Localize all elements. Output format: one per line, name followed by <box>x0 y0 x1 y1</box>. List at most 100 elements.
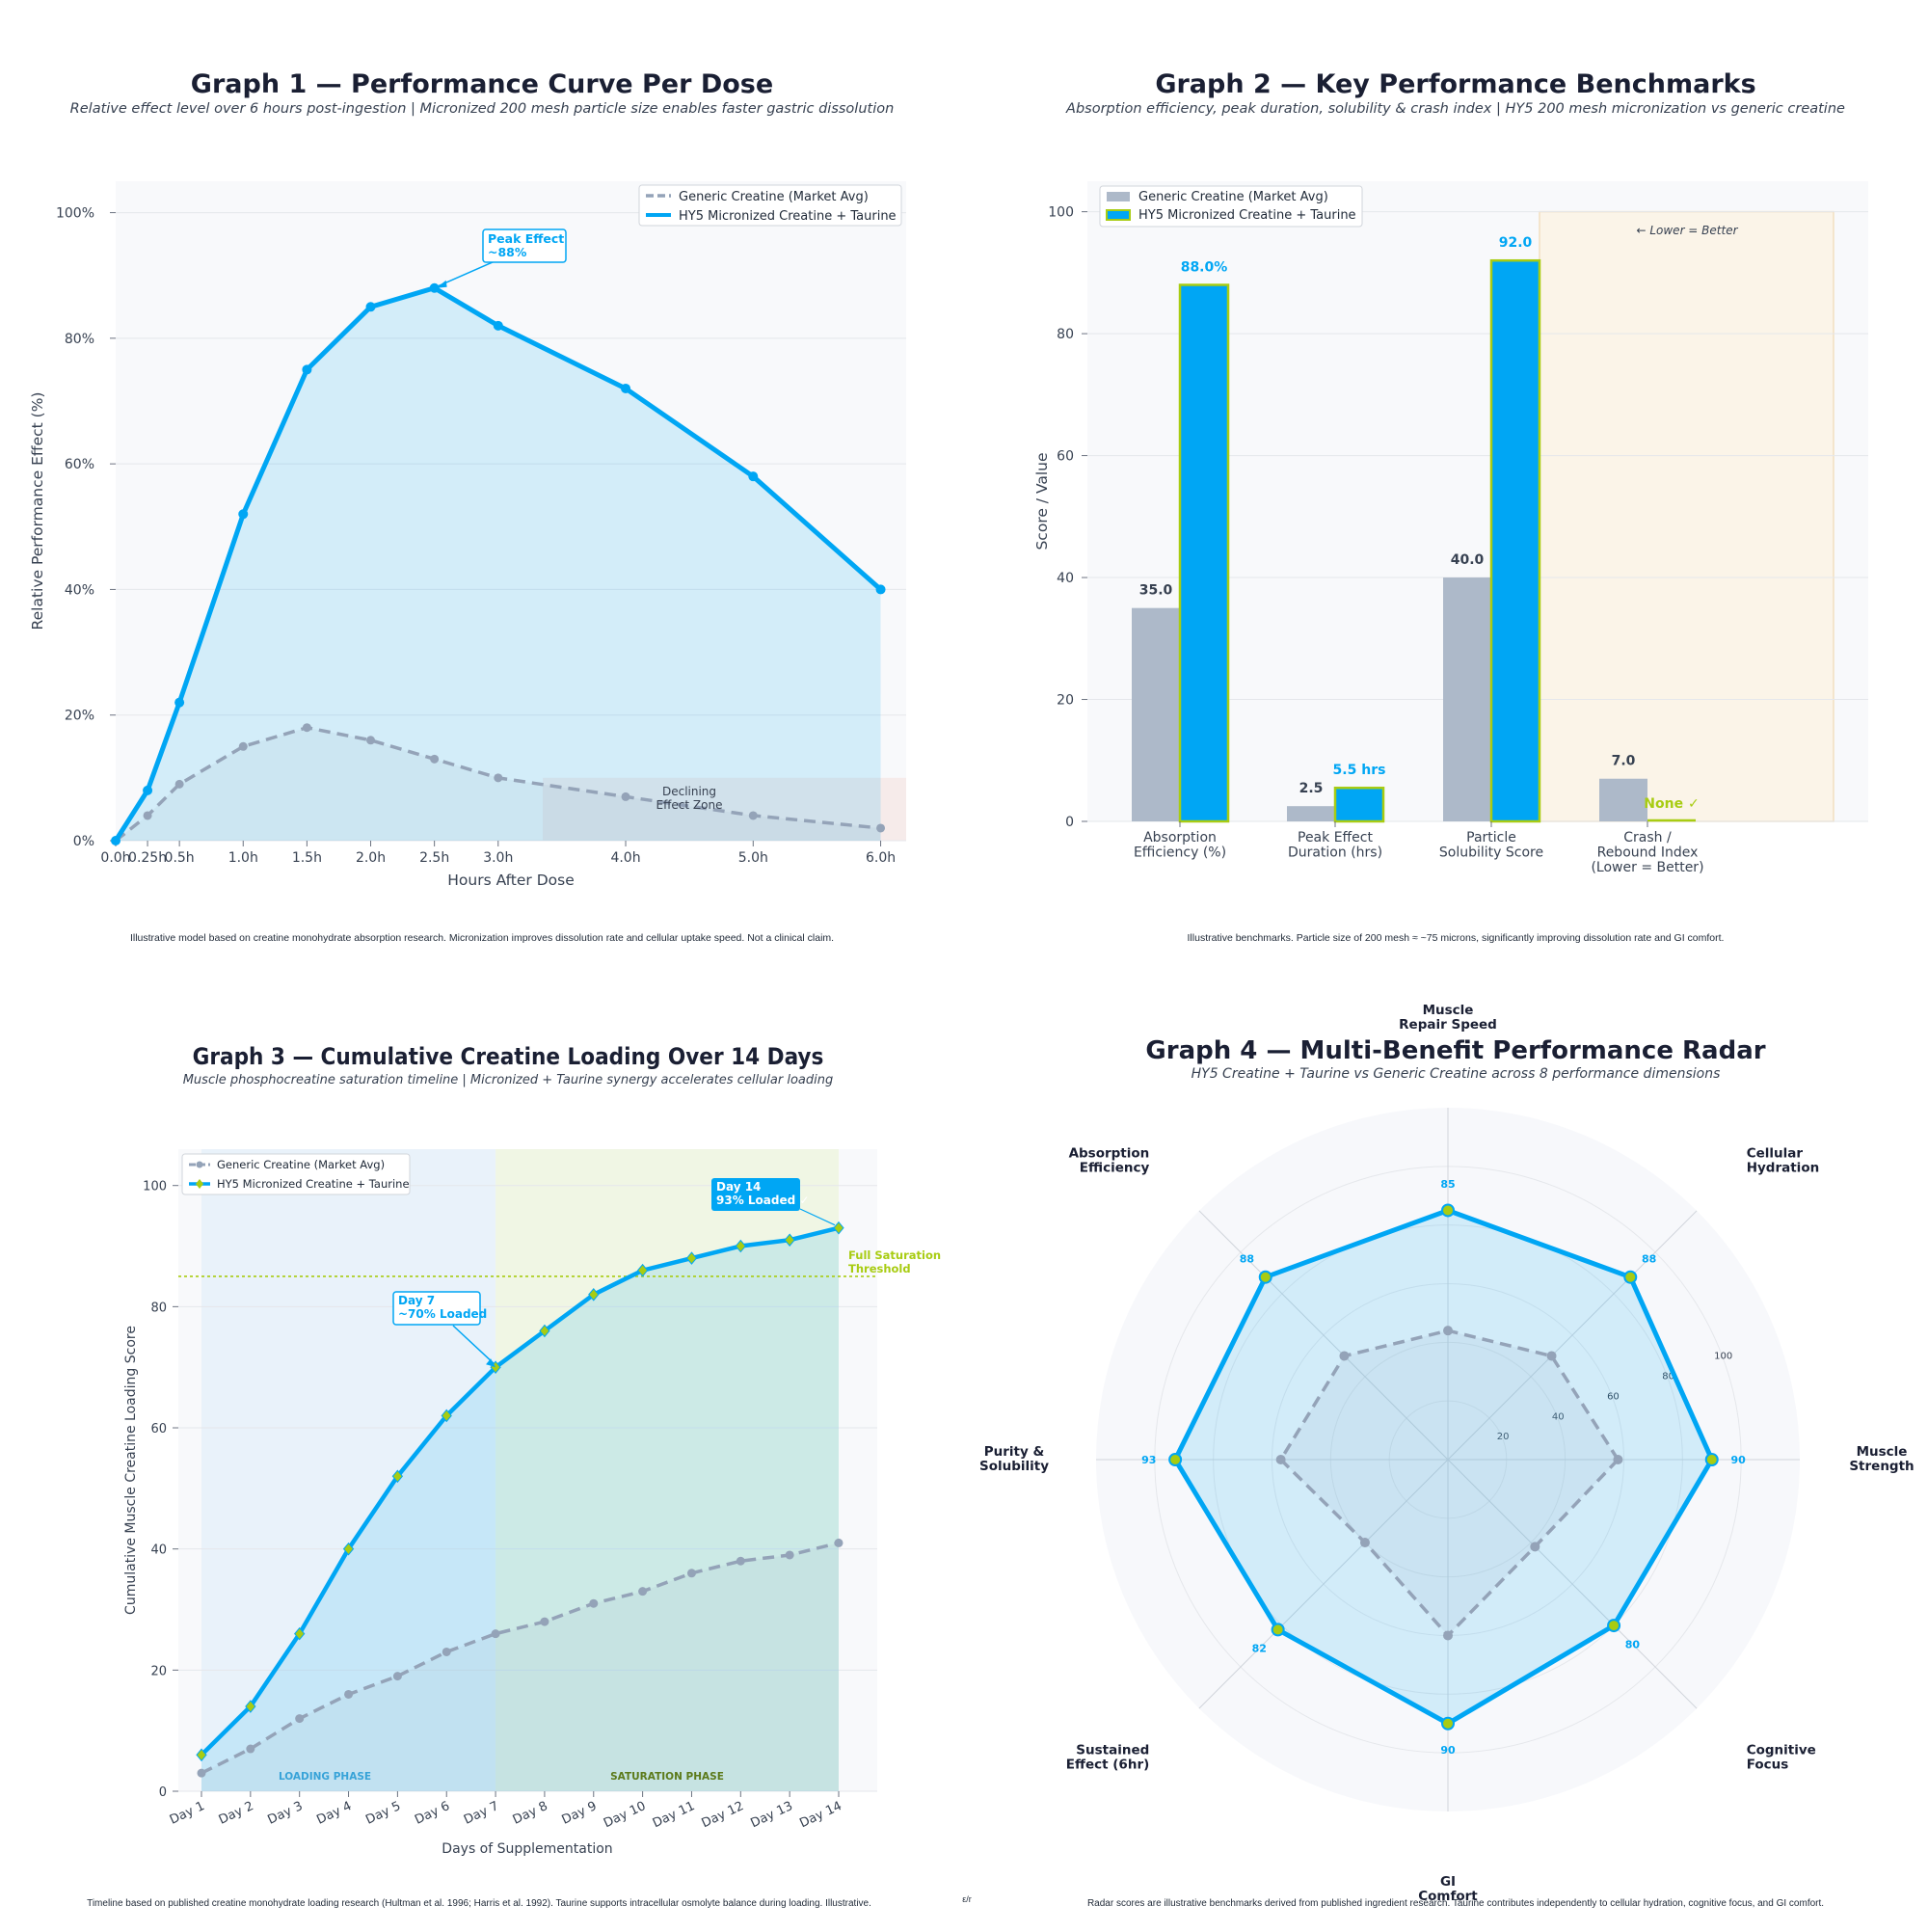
graph1-hy5-point <box>174 697 185 708</box>
footer-mark: ε/r <box>962 1894 972 1904</box>
graph1-x-tick-label: 4.0h <box>610 850 640 866</box>
graph3-x-tick-label: Day 6 <box>413 1799 452 1828</box>
graph1-y-tick-label: 40% <box>65 582 94 598</box>
graph1-legend-hy5: HY5 Micronized Creatine + Taurine <box>679 209 897 224</box>
graph4-axis-label: Efficiency <box>1080 1160 1150 1175</box>
graph1-y-tick-label: 80% <box>65 332 94 347</box>
graph3-hy5-point <box>342 1542 355 1556</box>
graph3-y-tick-label: 0 <box>159 1785 167 1800</box>
graph3-legend-generic: Generic Creatine (Market Avg) <box>217 1158 385 1171</box>
graph3-hy5-point <box>441 1409 452 1423</box>
graph3-generic-point <box>197 1768 206 1778</box>
graph1-legend-generic: Generic Creatine (Market Avg) <box>679 190 869 204</box>
graph3-footnote: Timeline based on published creatine mon… <box>87 1898 871 1909</box>
graph3-generic-point <box>736 1556 745 1566</box>
graph2-legend-generic-swatch <box>1107 192 1130 201</box>
graph4-generic-point <box>1275 1455 1286 1464</box>
graph4-hy5-value-label: 80 <box>1625 1638 1641 1650</box>
graph1-y-axis-label: Relative Performance Effect (%) <box>29 392 46 631</box>
graph2-lower-better-zone <box>1539 210 1834 822</box>
graph3-y-axis-label: Cumulative Muscle Creatine Loading Score <box>123 1326 139 1615</box>
graph2-legend-generic: Generic Creatine (Market Avg) <box>1138 190 1328 204</box>
graph1-x-tick-label: 0.0h <box>100 850 130 866</box>
graph2-generic-value-label: 7.0 <box>1612 754 1636 769</box>
graph3-saturation-phase-label: SATURATION PHASE <box>610 1771 724 1783</box>
graph1-x-tick-label: 5.0h <box>738 850 768 866</box>
graph4-hy5-value-label: 88 <box>1642 1252 1656 1265</box>
graph2-hy5-value-label: 5.5 hrs <box>1333 763 1386 778</box>
graph4-hy5-value-label: 90 <box>1730 1454 1746 1466</box>
graph3-generic-point <box>344 1689 354 1699</box>
graph2-generic-value-label: 40.0 <box>1451 552 1485 568</box>
graph4-spoke <box>1198 1210 1449 1461</box>
graph1-hy5-point <box>875 584 886 595</box>
graph1-generic-area <box>116 727 881 841</box>
graph3-generic-line <box>201 1541 840 1775</box>
graph4-hy5-area <box>1175 1210 1712 1724</box>
graph1-hy5-point <box>493 320 503 331</box>
graph4-axis-label: Cellular <box>1747 1145 1804 1161</box>
graph1-hy5-point <box>143 785 153 795</box>
graph4-axis-label: Comfort <box>1418 1889 1478 1904</box>
graph4-title: Graph 4 — Multi-Benefit Performance Rada… <box>1145 1036 1765 1065</box>
graph1-peak-arrow <box>438 257 502 287</box>
graph1-x-tick-label: 1.0h <box>228 850 258 866</box>
graph1-x-tick-label: 2.5h <box>419 850 449 866</box>
graph3-y-tick-label: 100 <box>143 1180 167 1194</box>
graph1-hy5-point <box>238 509 249 520</box>
graph3-x-tick-label: Day 8 <box>511 1799 550 1828</box>
graph2-y-tick-label: 40 <box>1057 571 1074 586</box>
graph2-category-label: Efficiency (%) <box>1134 845 1226 861</box>
graph3-day7-value: ~70% Loaded <box>398 1307 487 1321</box>
graph4-hy5-value-label: 93 <box>1141 1454 1156 1466</box>
graph4-hy5-value-label: 82 <box>1252 1643 1267 1655</box>
graph1-generic-point <box>430 754 440 764</box>
graph4-hy5-value-label: 85 <box>1440 1178 1455 1191</box>
graph1-peak-label: Peak Effect <box>488 231 564 246</box>
graph1-hy5-point <box>111 836 120 845</box>
graph3-subtitle: Muscle phosphocreatine saturation timeli… <box>183 1073 834 1087</box>
graph4-axis-label: Solubility <box>979 1459 1049 1474</box>
graph3-x-tick-label: Day 10 <box>602 1799 648 1831</box>
graph2: Graph 2 — Key Performance Benchmarks Abso… <box>1033 69 1868 944</box>
graph4-axis-label: Absorption <box>1069 1145 1150 1161</box>
graph2-generic-bar <box>1287 806 1335 821</box>
graph1-generic-point <box>621 792 630 801</box>
graph3: Graph 3 — Cumulative Creatine Loading Ov… <box>87 1043 941 1909</box>
graph3-day7-arrow <box>452 1325 495 1364</box>
graph3-title: Graph 3 — Cumulative Creatine Loading Ov… <box>193 1043 824 1070</box>
graph3-hy5-point <box>685 1251 698 1265</box>
graph4-radial-tick-label: 80 <box>1662 1372 1674 1382</box>
graph3-day7-box <box>392 1291 481 1326</box>
graph1-y-tick-label: 0% <box>73 834 94 849</box>
graph3-x-tick-label: Day 5 <box>363 1799 403 1828</box>
graph3-legend-hy5: HY5 Micronized Creatine + Taurine <box>217 1177 410 1191</box>
graph3-generic-point <box>785 1550 794 1560</box>
graph3-hy5-point <box>784 1233 795 1248</box>
graph3-hy5-area <box>201 1227 839 1791</box>
graph2-generic-bar <box>1443 577 1491 821</box>
graph4-generic-point <box>1443 1326 1453 1336</box>
graph3-day7-label: Day 7 <box>398 1294 435 1307</box>
graph1-hy5-point <box>621 383 631 393</box>
graph1: Graph 1 — Performance Curve Per Dose Rela… <box>29 69 906 944</box>
graph3-hy5-point <box>588 1288 600 1301</box>
graph4-hy5-value-label: 88 <box>1240 1252 1254 1265</box>
graph4-axis-label: Focus <box>1747 1758 1789 1773</box>
graph2-legend <box>1099 185 1363 228</box>
graph4: Graph 4 — Multi-Benefit Performance Rada… <box>979 1003 1915 1909</box>
graph1-y-tick-label: 60% <box>65 457 94 472</box>
graph4-generic-point <box>1339 1351 1350 1361</box>
graph1-generic-point <box>494 773 503 783</box>
graph3-hy5-point <box>833 1221 844 1235</box>
graph2-category-label: Crash / <box>1623 830 1672 845</box>
graph3-day14-label: Day 14 <box>716 1180 761 1194</box>
graph3-generic-point <box>295 1714 305 1724</box>
graph1-generic-point <box>238 741 248 751</box>
graph4-subtitle: HY5 Creatine + Taurine vs Generic Creati… <box>1192 1066 1721 1082</box>
graph1-peak-value: ~88% <box>488 245 527 259</box>
graph2-hy5-value-label: 92.0 <box>1499 235 1533 251</box>
graph3-generic-point <box>491 1629 500 1639</box>
graph3-y-tick-label: 60 <box>150 1422 167 1436</box>
graph2-category-label: (Lower = Better) <box>1591 860 1703 875</box>
